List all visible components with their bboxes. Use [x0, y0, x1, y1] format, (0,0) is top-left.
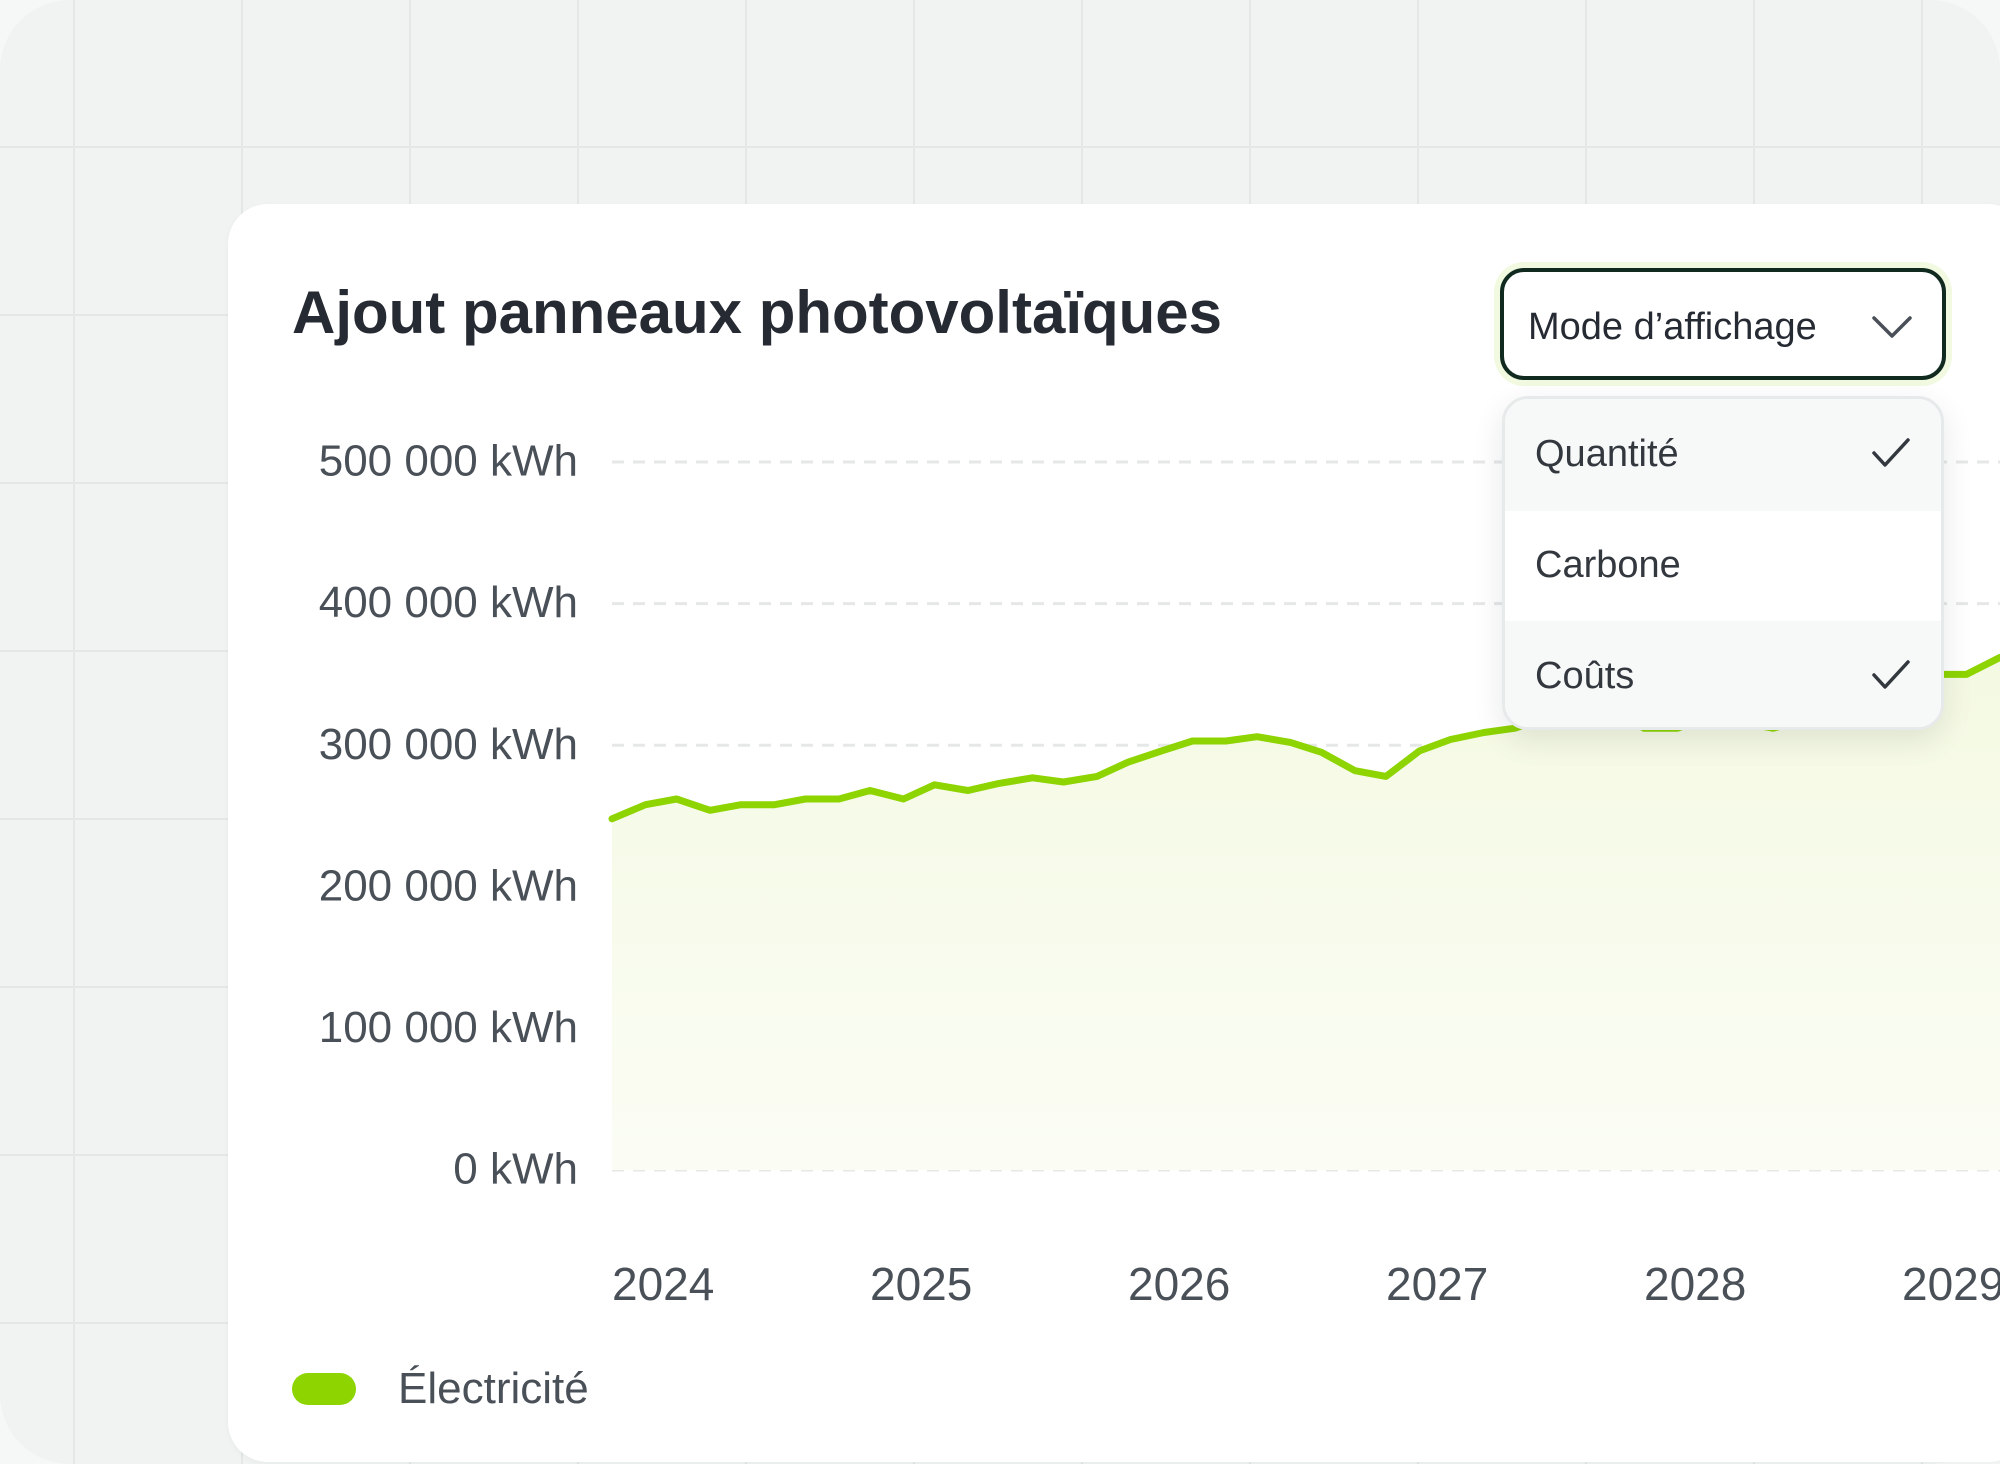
option-label: Carbone	[1535, 544, 1681, 586]
chevron-down-icon	[1872, 316, 1912, 338]
option-quantite[interactable]: Quantité	[1505, 399, 1941, 511]
check-icon	[1872, 438, 1910, 467]
legend-swatch-electricite	[292, 1373, 356, 1405]
option-label: Quantité	[1535, 433, 1679, 475]
check-icon	[1872, 660, 1910, 689]
display-mode-select[interactable]: Mode d’affichage	[1500, 268, 1946, 380]
card-title: Ajout panneaux photovoltaïques	[292, 279, 1223, 346]
chart-card: Ajout panneaux photovoltaïques	[228, 204, 2000, 1462]
legend-label-electricite: Électricité	[398, 1364, 589, 1413]
option-label: Coûts	[1535, 655, 1635, 697]
option-carbone[interactable]: Carbone	[1505, 510, 1941, 622]
display-mode-menu: Quantité Carbone Coûts	[1502, 396, 1944, 730]
legend: Électricité	[292, 1364, 589, 1414]
option-couts[interactable]: Coûts	[1505, 621, 1941, 727]
display-mode-label: Mode d’affichage	[1528, 306, 1817, 348]
